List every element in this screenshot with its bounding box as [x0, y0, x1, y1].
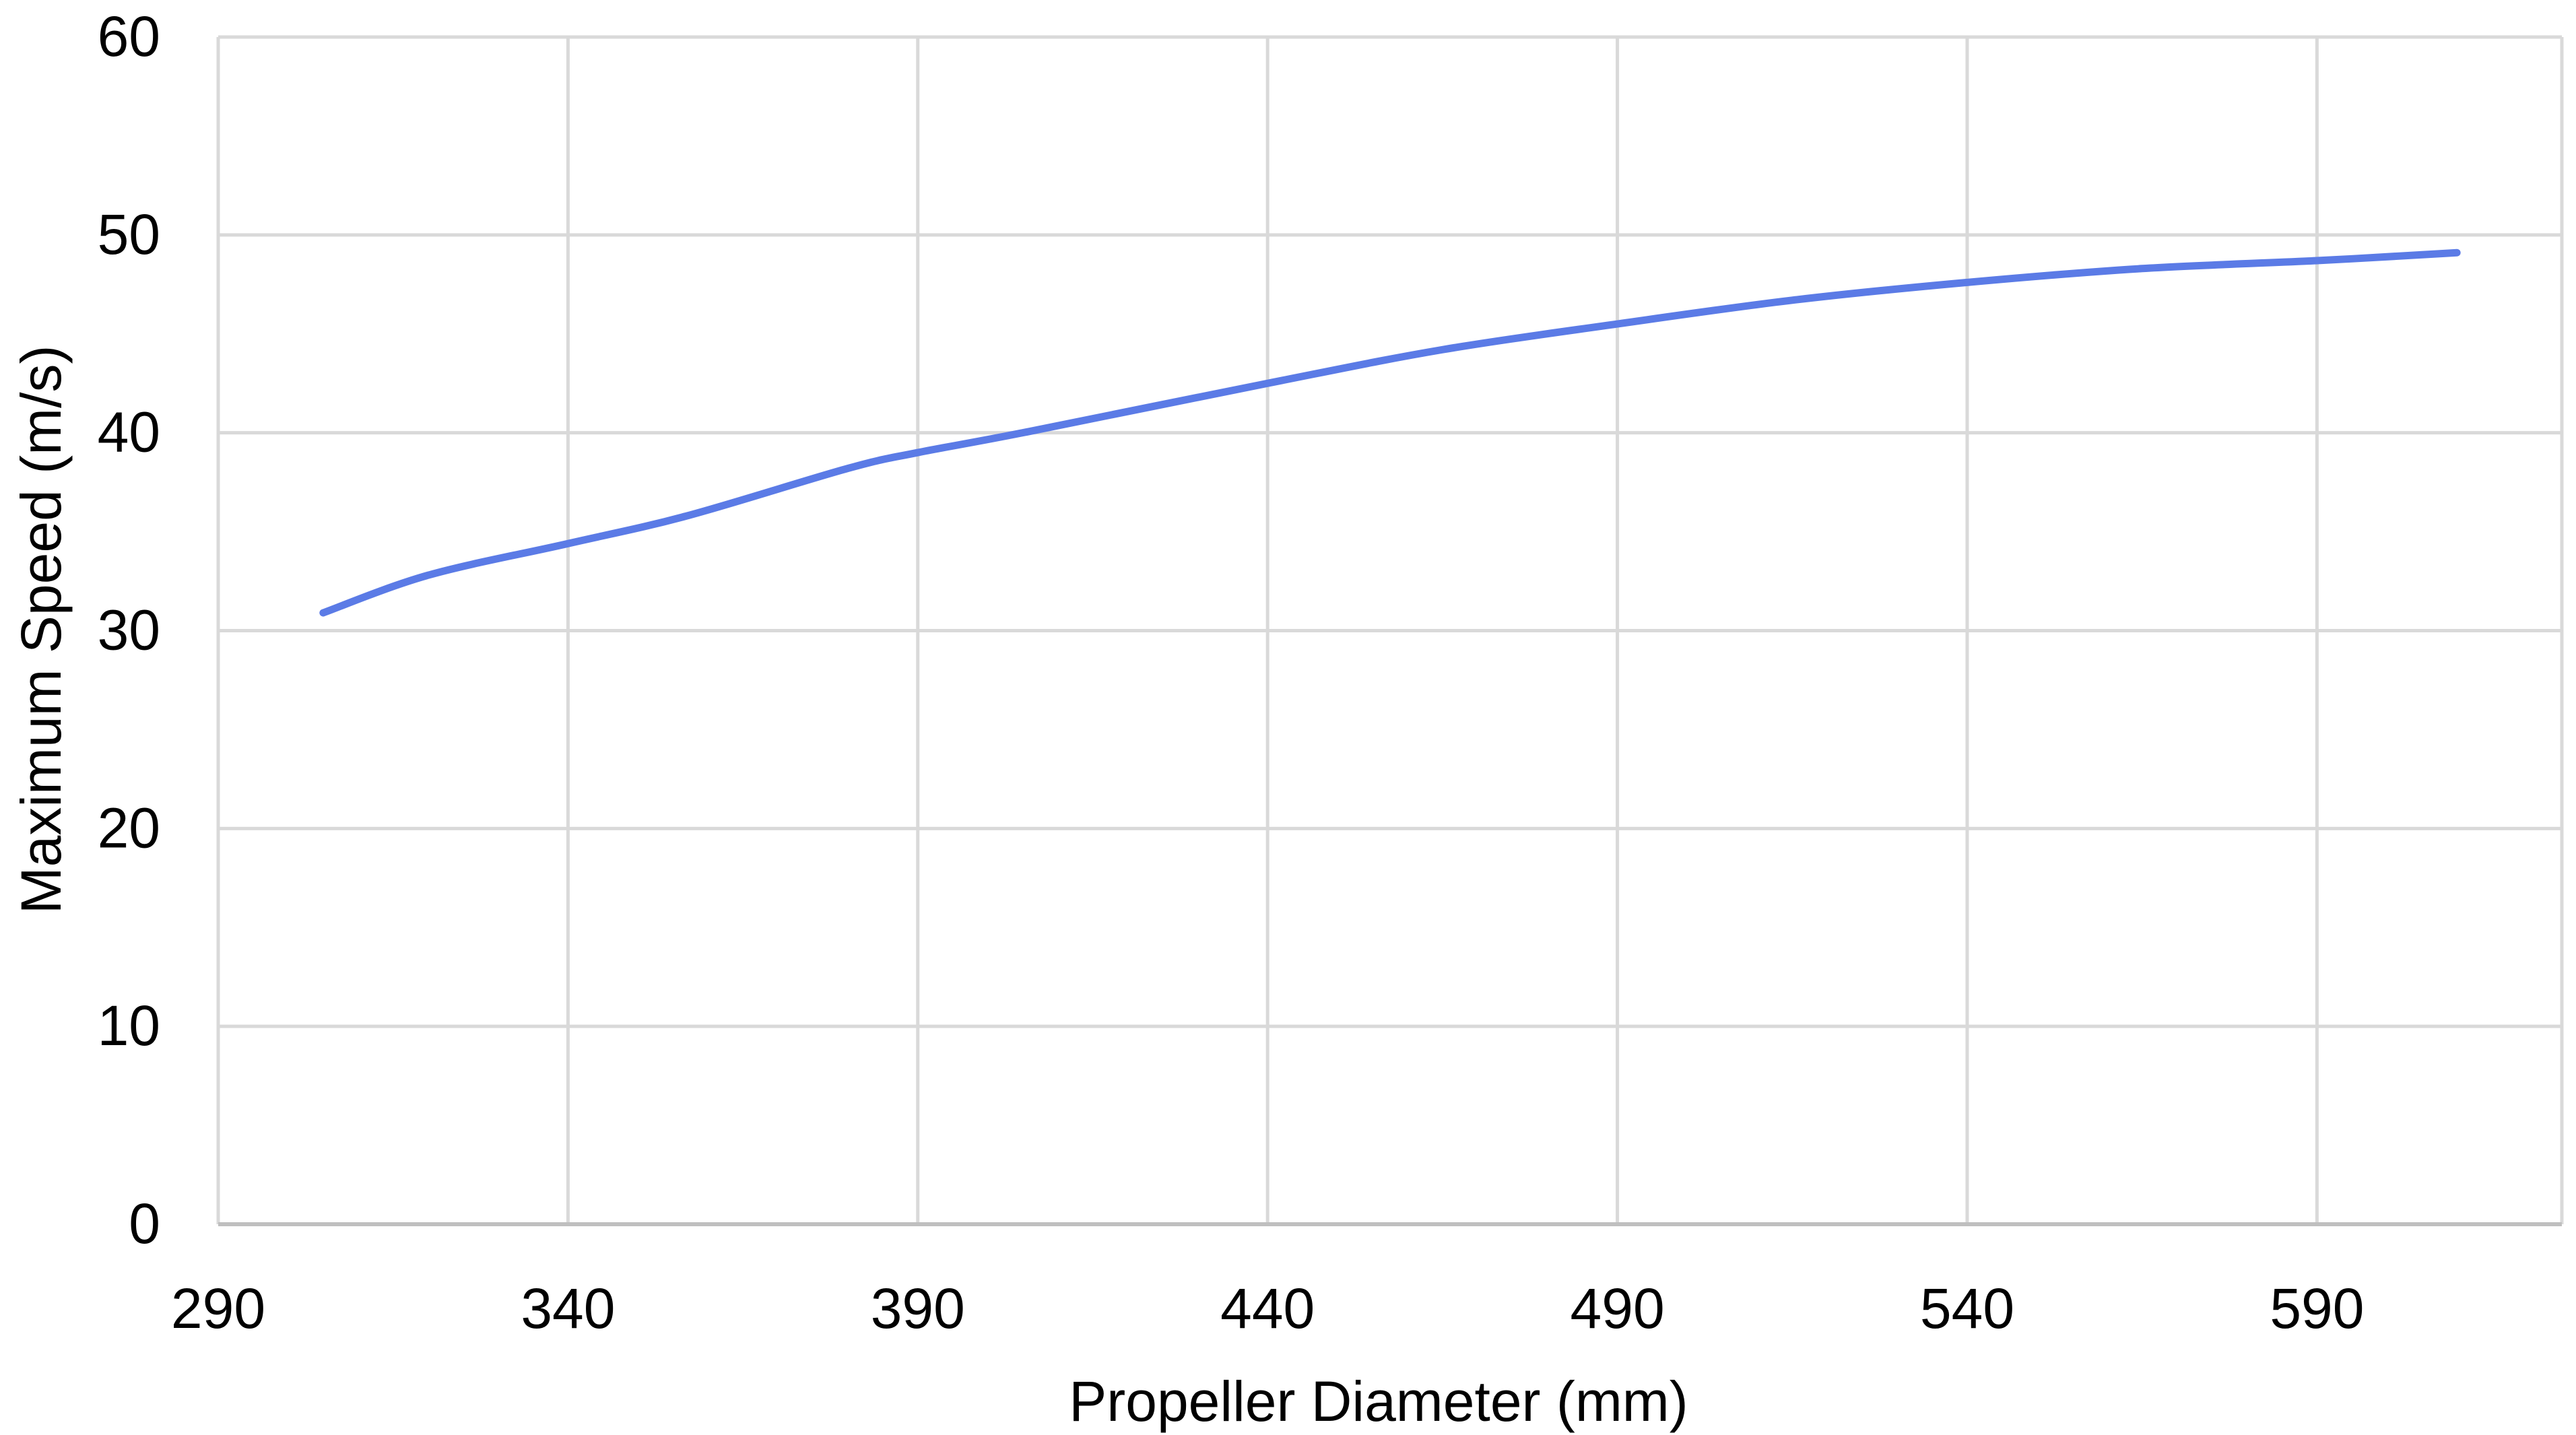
- x-axis-title: Propeller Diameter (mm): [1069, 1370, 1688, 1433]
- series-lines: [319, 248, 2461, 617]
- x-tick-label-290: 290: [171, 1277, 265, 1340]
- y-tick-label-30: 30: [98, 599, 160, 662]
- tick-labels: 0 10 20 30 40 50 60 290 340 390 440 490 540 590: [98, 5, 2365, 1340]
- y-axis-title: Maximum Speed (m/s): [9, 345, 73, 914]
- x-tick-label-590: 590: [2270, 1277, 2364, 1340]
- y-tick-label-60: 60: [98, 5, 160, 68]
- x-tick-label-540: 540: [1920, 1277, 2014, 1340]
- x-tick-label-490: 490: [1571, 1277, 1665, 1340]
- y-tick-label-20: 20: [98, 796, 160, 859]
- x-tick-label-440: 440: [1220, 1277, 1315, 1340]
- series-line-0: [319, 248, 2461, 617]
- y-tick-label-50: 50: [98, 203, 160, 266]
- x-tick-label-390: 390: [871, 1277, 965, 1340]
- grid-lines: [216, 35, 2564, 1224]
- y-tick-label-40: 40: [98, 401, 160, 464]
- x-tick-label-340: 340: [521, 1277, 615, 1340]
- y-tick-label-0: 0: [129, 1192, 160, 1255]
- y-tick-label-10: 10: [98, 994, 160, 1057]
